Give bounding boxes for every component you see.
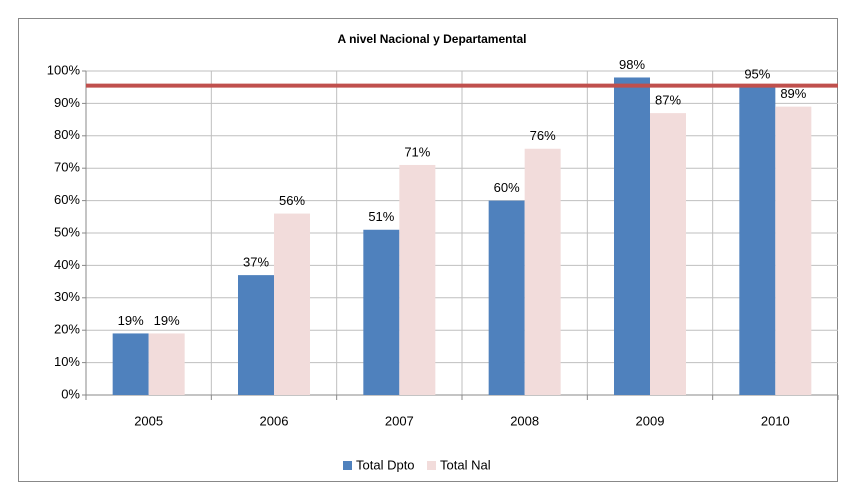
y-tick-label: 10% [54,354,80,369]
y-tick-label: 30% [54,289,80,304]
y-tick-label: 0% [61,386,80,401]
value-label: 19% [118,313,144,328]
legend-label: Total Dpto [356,457,415,472]
bar [614,77,650,395]
bar [650,113,686,396]
y-tick-label: 20% [54,322,80,337]
value-label: 60% [494,180,520,195]
value-label: 51% [368,209,394,224]
x-tick-label: 2010 [761,413,790,428]
x-tick-label: 2009 [636,413,665,428]
y-tick-label: 90% [54,95,80,110]
y-tick-label: 80% [54,127,80,142]
y-tick-label: 60% [54,192,80,207]
value-label: 37% [243,255,269,270]
value-label: 19% [154,313,180,328]
legend-swatch [343,461,352,470]
value-label: 71% [404,144,430,159]
x-tick-label: 2005 [134,413,163,428]
y-tick-label: 50% [54,224,80,239]
y-tick-label: 100% [47,62,81,77]
value-label: 98% [619,57,645,72]
legend-label: Total Nal [440,457,491,472]
bar [238,275,274,395]
chart-title: A nivel Nacional y Departamental [338,32,527,46]
bar [739,87,776,395]
legend-swatch [427,461,436,470]
bar [112,333,149,395]
bar [488,200,525,395]
y-tick-label: 40% [54,257,80,272]
value-label: 89% [780,86,806,101]
x-tick-label: 2006 [260,413,289,428]
value-label: 56% [279,193,305,208]
bar [399,164,436,395]
value-label: 87% [655,93,681,108]
value-label: 95% [744,67,770,82]
x-tick-label: 2007 [385,413,414,428]
y-tick-label: 70% [54,160,80,175]
bar [274,213,310,395]
bar [775,106,812,395]
bar [524,148,561,395]
bar [363,229,400,395]
bar [148,333,185,395]
value-label: 76% [530,128,556,143]
x-tick-label: 2008 [510,413,539,428]
